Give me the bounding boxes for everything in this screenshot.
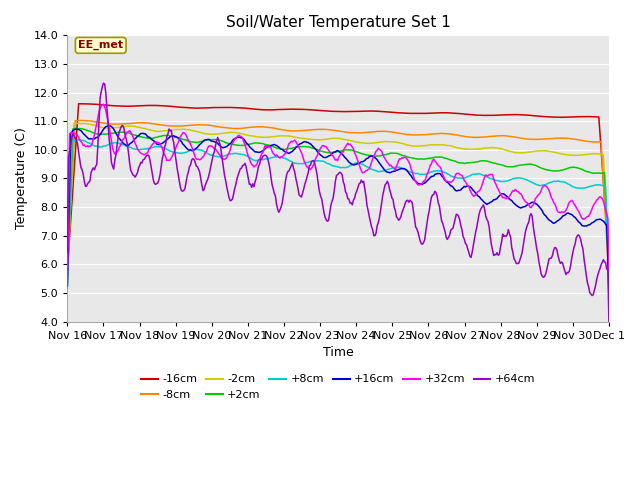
Y-axis label: Temperature (C): Temperature (C) [15,128,28,229]
Text: EE_met: EE_met [78,40,124,50]
Legend: -16cm, -8cm, -2cm, +2cm, +8cm, +16cm, +32cm, +64cm: -16cm, -8cm, -2cm, +2cm, +8cm, +16cm, +3… [136,370,540,405]
X-axis label: Time: Time [323,346,353,359]
Title: Soil/Water Temperature Set 1: Soil/Water Temperature Set 1 [226,15,451,30]
